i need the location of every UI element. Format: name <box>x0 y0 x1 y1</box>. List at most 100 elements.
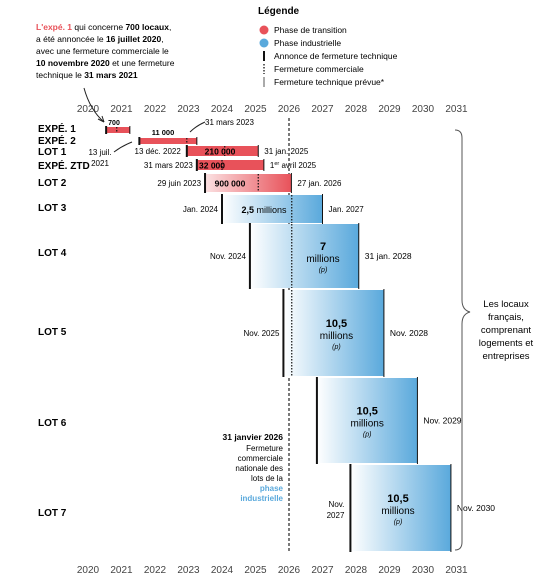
side-note-line-5: entreprises <box>483 351 530 362</box>
x-tick-bottom-2020: 2020 <box>77 565 100 576</box>
x-tick-top-2028: 2028 <box>345 104 368 115</box>
bar-lot-7 <box>350 465 451 551</box>
national-closure-line-3: commerciale <box>238 454 284 463</box>
side-note-line-4: logements et <box>479 338 534 349</box>
bar-lot-2 <box>205 174 292 192</box>
row-label-exp-1: EXPÉ. 1 <box>38 122 76 135</box>
row-label-lot-3: LOT 3 <box>38 203 67 214</box>
end-label-exp-2: 31 mars 2023 <box>205 118 254 127</box>
bar-exp-ztd <box>196 160 264 170</box>
annotation-line-2: a été annoncée le 16 juillet 2020, <box>36 34 164 44</box>
x-tick-bottom-2025: 2025 <box>244 565 267 576</box>
announce-label-b-lot-7: 2027 <box>327 511 345 520</box>
end-label-lot-6: Nov. 2029 <box>423 416 461 426</box>
national-closure-date: 31 janvier 2026 <box>223 432 284 442</box>
x-tick-bottom-2031: 2031 <box>445 565 468 576</box>
national-closure-line-4: nationale des <box>235 464 283 473</box>
lots-brace <box>454 129 471 551</box>
x-tick-top-2027: 2027 <box>311 104 334 115</box>
x-tick-bottom-2021: 2021 <box>110 565 133 576</box>
value-label-exp-ztd: 32 000 <box>199 161 225 171</box>
announce-label-lot-2: 29 juin 2023 <box>157 179 201 188</box>
x-tick-bottom-2029: 2029 <box>378 565 401 576</box>
x-tick-bottom-2024: 2024 <box>211 565 234 576</box>
bar-lot-6 <box>316 378 418 463</box>
side-note-line-3: comprenant <box>481 325 532 336</box>
announce-label-exp-ztd: 31 mars 2023 <box>144 161 193 170</box>
legend-label-technical: Fermeture technique prévue* <box>274 77 385 87</box>
row-label-lot-4: LOT 4 <box>38 248 67 259</box>
value-note-lot-4: (p) <box>319 267 328 274</box>
x-tick-top-2021: 2021 <box>110 104 133 115</box>
bar-lot-4 <box>249 224 359 288</box>
national-closure-line-6: phase <box>260 484 284 493</box>
value-label-lot-1: 210 000 <box>205 147 236 157</box>
legend-label-industrial: Phase industrielle <box>274 38 341 48</box>
end-label-lot-3: Jan. 2027 <box>329 205 365 214</box>
value-label-lot-5: 10,5 <box>326 318 347 330</box>
x-tick-top-2030: 2030 <box>412 104 435 115</box>
value-note-lot-5: (p) <box>332 344 341 351</box>
announce-label-expe-1-b: 2021 <box>91 159 109 168</box>
value-unit-lot-5: millions <box>320 331 353 342</box>
announce-label-a-lot-7: Nov. <box>329 500 345 509</box>
x-tick-top-2022: 2022 <box>144 104 167 115</box>
x-tick-bottom-2028: 2028 <box>345 565 368 576</box>
legend-swatch-industrial <box>259 38 269 48</box>
value-note-lot-6: (p) <box>363 432 372 439</box>
value-unit-lot-7: millions <box>381 506 414 517</box>
x-axis-bottom: 2020 2021 2022 2023 2024 2025 2026 2027 2028 2029… <box>77 565 468 576</box>
end-label-lot-2: 27 jan. 2026 <box>297 179 342 188</box>
x-tick-bottom-2027: 2027 <box>311 565 334 576</box>
bar-lot-5 <box>283 290 384 376</box>
row-label-lot-5: LOT 5 <box>38 327 67 338</box>
value-label-exp-1: 700 <box>108 120 120 127</box>
legend: Légende Phase de transition Phase indust… <box>258 6 398 87</box>
end-arrow-expe-2 <box>189 121 206 133</box>
value-label-lot-3: 2,5 millions <box>241 205 287 215</box>
announce-label-lot-1: 13 déc. 2022 <box>135 147 182 156</box>
annotation-line-3: avec une fermeture commerciale le <box>36 46 169 56</box>
announce-label-lot-3: Jan. 2024 <box>183 205 219 214</box>
x-tick-top-2020: 2020 <box>77 104 100 115</box>
row-label-exp-ztd: EXPÉ. ZTD <box>38 159 90 172</box>
value-label-lot-6: 10,5 <box>356 406 377 418</box>
legend-swatch-transition <box>259 25 269 35</box>
row-label-lot-7: LOT 7 <box>38 508 67 519</box>
bar-exp-2 <box>139 138 197 144</box>
value-label-exp-2: 11 000 <box>152 128 175 137</box>
announce-arrow-expe-2 <box>113 141 133 153</box>
bar-exp-1 <box>106 127 130 133</box>
announce-label-lot-4: Nov. 2024 <box>210 252 246 261</box>
bars <box>106 127 451 551</box>
value-label-lot-4: 7 <box>320 241 326 253</box>
x-tick-top-2031: 2031 <box>445 104 468 115</box>
x-tick-top-2029: 2029 <box>378 104 401 115</box>
end-label-exp-ztd: 1er avril 2025 <box>270 161 317 170</box>
x-tick-bottom-2023: 2023 <box>177 565 200 576</box>
announce-label-expe-1-a: 13 juil. <box>88 148 111 157</box>
x-tick-top-2024: 2024 <box>211 104 234 115</box>
legend-label-commercial: Fermeture commerciale <box>274 64 364 74</box>
value-unit-lot-6: millions <box>350 419 383 430</box>
x-tick-top-2026: 2026 <box>278 104 301 115</box>
annotation-line-1: L'expé. 1 qui concerne 700 locaux, <box>36 22 171 32</box>
value-label-lot-2: 900 000 <box>215 179 246 189</box>
side-note-line-2: français, <box>488 312 524 323</box>
x-tick-top-2025: 2025 <box>244 104 267 115</box>
x-tick-bottom-2030: 2030 <box>412 565 435 576</box>
top-annotation: L'expé. 1 qui concerne 700 locaux, a été… <box>36 22 175 80</box>
legend-title: Légende <box>258 6 300 17</box>
annotation-arrow-head <box>97 115 105 123</box>
value-label-lot-7: 10,5 <box>387 493 408 505</box>
bar-lot-3 <box>222 195 323 223</box>
annotation-arrow <box>83 87 105 123</box>
national-closure-line-2: Fermeture <box>246 444 283 453</box>
x-axis-top: 2020 2021 2022 2023 2024 2025 2026 2027 2028 2029… <box>77 104 468 553</box>
announce-label-lot-5: Nov. 2025 <box>244 329 280 338</box>
end-label-lot-4: 31 jan. 2028 <box>365 251 412 261</box>
row-label-exp-2: EXPÉ. 2 <box>38 134 76 147</box>
legend-label-announce: Annonce de fermeture technique <box>274 51 398 61</box>
side-note-line-1: Les locaux <box>483 299 529 310</box>
